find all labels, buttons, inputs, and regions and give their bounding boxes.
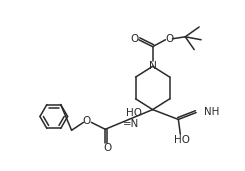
Text: O: O [103,143,111,153]
Text: HO: HO [174,135,190,145]
Text: O: O [82,116,91,126]
Text: O: O [165,34,174,44]
Text: NH: NH [204,107,220,117]
Text: =N: =N [123,119,139,129]
Text: HO: HO [126,108,142,117]
Text: O: O [130,34,138,44]
Text: N: N [149,61,157,71]
